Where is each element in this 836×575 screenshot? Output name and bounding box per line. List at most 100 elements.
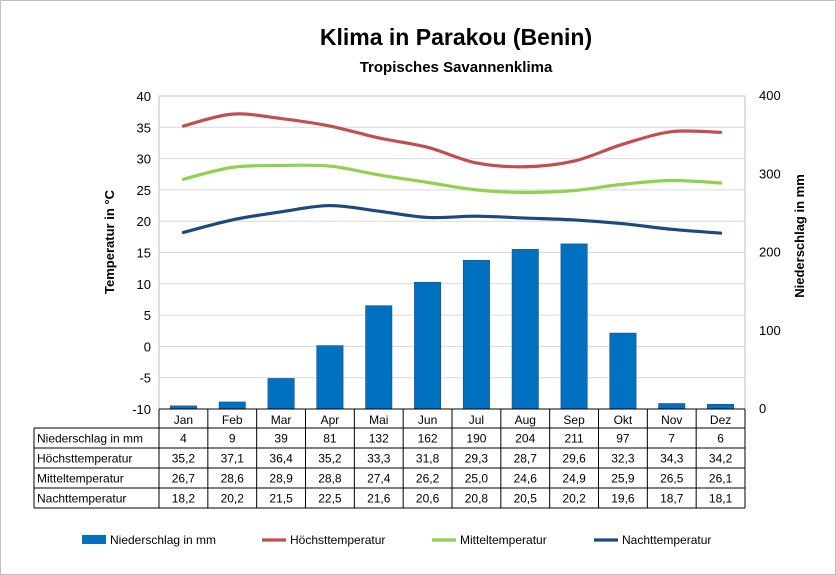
table-cell: 26,5 bbox=[660, 472, 684, 486]
table-cell: 19,6 bbox=[611, 492, 635, 506]
precip-bar bbox=[365, 305, 393, 410]
table-cell: 18,1 bbox=[709, 492, 733, 506]
y-tick-left: 25 bbox=[137, 183, 151, 198]
table-cell: 29,6 bbox=[562, 452, 586, 466]
y-tick-left: -10 bbox=[132, 402, 151, 417]
chart-subtitle: Tropisches Savannenklima bbox=[360, 59, 553, 76]
y-tick-left: 30 bbox=[137, 152, 151, 167]
y-tick-left: 10 bbox=[137, 277, 151, 292]
x-tick-label: Sep bbox=[563, 413, 585, 427]
x-tick-label: Dez bbox=[710, 413, 731, 427]
x-tick-label: Mar bbox=[271, 413, 292, 427]
precip-bar bbox=[707, 404, 735, 410]
precip-bar bbox=[462, 260, 490, 410]
table-cell: 25,9 bbox=[611, 472, 635, 486]
series-line bbox=[181, 163, 723, 195]
table-cell: 27,4 bbox=[367, 472, 391, 486]
x-tick-label: Jul bbox=[469, 413, 484, 427]
y-tick-right: 400 bbox=[759, 88, 781, 103]
table-row-label: Mitteltemperatur bbox=[37, 472, 124, 486]
x-tick-label: Jun bbox=[418, 413, 437, 427]
precip-bar bbox=[511, 249, 539, 410]
table-cell: 18,7 bbox=[660, 492, 684, 506]
legend-swatch bbox=[82, 535, 106, 544]
y-tick-left: -5 bbox=[139, 371, 151, 386]
table-cell: 28,6 bbox=[221, 472, 245, 486]
table-cell: 20,2 bbox=[221, 492, 245, 506]
x-tick-label: Mai bbox=[369, 413, 388, 427]
table-cell: 18,2 bbox=[172, 492, 196, 506]
y-tick-left: 20 bbox=[137, 214, 151, 229]
table-cell: 97 bbox=[616, 432, 630, 446]
series-line bbox=[181, 112, 723, 169]
x-tick-label: Nov bbox=[661, 413, 682, 427]
table-row-label: Höchsttemperatur bbox=[37, 452, 132, 466]
precip-bar bbox=[658, 403, 686, 410]
x-tick-label: Feb bbox=[222, 413, 243, 427]
table-cell: 32,3 bbox=[611, 452, 635, 466]
table-cell: 24,9 bbox=[562, 472, 586, 486]
precip-bar bbox=[316, 345, 344, 410]
y-tick-right: 100 bbox=[759, 323, 781, 338]
y-tick-right: 0 bbox=[759, 401, 766, 416]
table-row-label: Niederschlag in mm bbox=[37, 432, 143, 446]
table-cell: 28,9 bbox=[269, 472, 293, 486]
table-cell: 20,8 bbox=[465, 492, 489, 506]
table-cell: 162 bbox=[418, 432, 438, 446]
table-cell: 20,5 bbox=[514, 492, 538, 506]
table-cell: 28,8 bbox=[318, 472, 342, 486]
x-tick-label: Okt bbox=[614, 413, 633, 427]
table-cell: 34,2 bbox=[709, 452, 733, 466]
legend-label: Nachttemperatur bbox=[622, 533, 711, 547]
table-cell: 4 bbox=[180, 432, 187, 446]
y-axis-label-left: Temperatur in °C bbox=[102, 189, 117, 294]
table-cell: 81 bbox=[323, 432, 337, 446]
table-cell: 36,4 bbox=[269, 452, 293, 466]
table-cell: 34,3 bbox=[660, 452, 684, 466]
precip-bar bbox=[560, 243, 588, 410]
x-tick-label: Aug bbox=[515, 413, 536, 427]
x-tick-label: Apr bbox=[321, 413, 340, 427]
chart-title: Klima in Parakou (Benin) bbox=[320, 24, 592, 50]
table-cell: 20,6 bbox=[416, 492, 440, 506]
precip-bar bbox=[609, 332, 637, 410]
table-cell: 21,6 bbox=[367, 492, 391, 506]
y-tick-left: 40 bbox=[137, 89, 151, 104]
table-cell: 22,5 bbox=[318, 492, 342, 506]
y-tick-right: 200 bbox=[759, 245, 781, 260]
legend-label: Niederschlag in mm bbox=[110, 533, 216, 547]
table-cell: 204 bbox=[515, 432, 535, 446]
table-cell: 211 bbox=[565, 432, 584, 446]
y-tick-left: 15 bbox=[137, 246, 151, 261]
table-cell: 31,8 bbox=[416, 452, 440, 466]
table-cell: 37,1 bbox=[221, 452, 245, 466]
table-cell: 132 bbox=[369, 432, 389, 446]
table-cell: 7 bbox=[668, 432, 675, 446]
x-tick-label: Jan bbox=[174, 413, 193, 427]
table-cell: 35,2 bbox=[172, 452, 196, 466]
table-cell: 190 bbox=[466, 432, 486, 446]
table-cell: 24,6 bbox=[514, 472, 538, 486]
table-cell: 6 bbox=[717, 432, 724, 446]
table-cell: 29,3 bbox=[465, 452, 489, 466]
table-cell: 26,1 bbox=[709, 472, 733, 486]
y-tick-left: 5 bbox=[144, 308, 151, 323]
table-cell: 35,2 bbox=[318, 452, 342, 466]
table-row-label: Nachttemperatur bbox=[37, 492, 126, 506]
table-cell: 39 bbox=[274, 432, 288, 446]
y-tick-left: 35 bbox=[137, 120, 151, 135]
precip-bar bbox=[218, 401, 246, 410]
series-line bbox=[181, 203, 723, 235]
table-cell: 9 bbox=[229, 432, 236, 446]
legend-label: Mitteltemperatur bbox=[460, 533, 547, 547]
table-cell: 20,2 bbox=[562, 492, 586, 506]
precip-bar bbox=[267, 378, 295, 410]
y-tick-right: 300 bbox=[759, 166, 781, 181]
table-cell: 25,0 bbox=[465, 472, 489, 486]
table-cell: 26,7 bbox=[172, 472, 196, 486]
table-cell: 21,5 bbox=[269, 492, 293, 506]
y-tick-left: 0 bbox=[144, 339, 151, 354]
table-cell: 28,7 bbox=[514, 452, 538, 466]
table-cell: 26,2 bbox=[416, 472, 440, 486]
